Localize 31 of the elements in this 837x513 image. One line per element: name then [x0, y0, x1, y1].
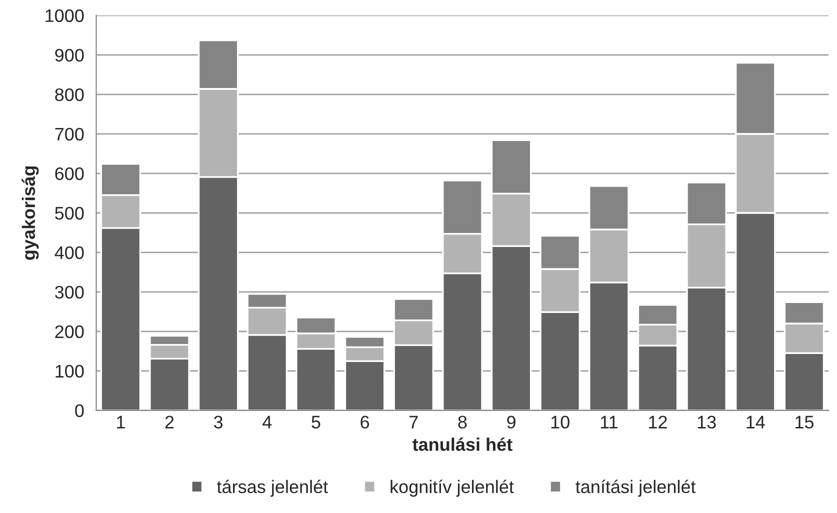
y-tick-label: 400 [54, 246, 84, 260]
x-tick-label: 4 [262, 416, 272, 428]
x-tick-label: 10 [551, 416, 570, 429]
x-tick-label: 15 [796, 416, 814, 429]
legend-label: tanítási jelenlét [576, 480, 696, 497]
legend-label: társas jelenlét [216, 480, 328, 497]
y-tick-label: 100 [56, 364, 84, 378]
y-tick-label: 700 [55, 128, 84, 141]
legend-label: kognitív jelenlét [390, 480, 514, 497]
y-tick-label: 1000 [46, 9, 84, 22]
x-tick-label: 1 [117, 416, 125, 428]
x-tick-label: 13 [698, 416, 716, 429]
x-tick-label: 5 [312, 416, 320, 429]
y-tick-label: 200 [55, 325, 84, 338]
y-tick-label: 900 [55, 48, 84, 62]
y-tick-label: 0 [75, 404, 84, 418]
x-tick-label: 11 [600, 416, 618, 428]
x-tick-label: 7 [410, 416, 418, 428]
y-tick-label: 500 [55, 206, 84, 220]
x-tick-label: 2 [165, 416, 174, 428]
x-tick-label: 8 [458, 416, 467, 429]
x-tick-label: 14 [746, 416, 765, 428]
x-tick-label: 9 [507, 416, 516, 429]
x-axis-title: tanulási hét [412, 437, 512, 451]
y-tick-label: 300 [55, 286, 84, 299]
y-axis-title: gyakoriság [22, 166, 39, 260]
y-tick-label: 600 [55, 167, 84, 180]
y-tick-label: 800 [55, 88, 84, 102]
x-tick-label: 12 [649, 416, 667, 428]
x-tick-label: 6 [360, 416, 370, 429]
x-tick-label: 3 [214, 416, 223, 429]
